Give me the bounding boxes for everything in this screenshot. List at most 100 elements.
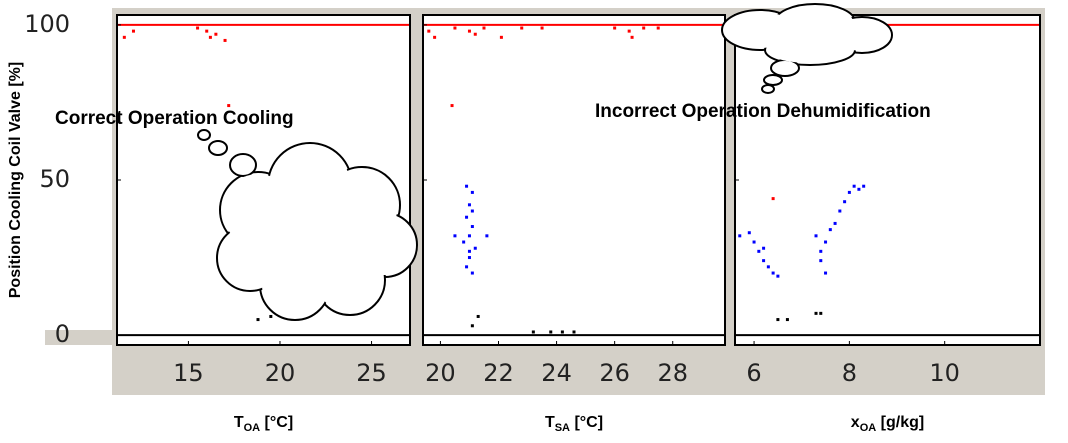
- y-tick-label: 100: [24, 10, 70, 38]
- y-tick-label: 50: [39, 165, 70, 193]
- x-axis-label-main: T: [545, 414, 555, 431]
- point: [132, 30, 135, 33]
- point: [257, 318, 260, 321]
- point: [468, 203, 471, 206]
- point: [532, 330, 535, 333]
- figure: 050100152025TOA [°C]Position Cooling Coi…: [0, 0, 1068, 443]
- point: [628, 30, 631, 33]
- point: [474, 247, 477, 250]
- point: [549, 330, 552, 333]
- point: [631, 36, 634, 39]
- point: [477, 315, 480, 318]
- point: [819, 259, 822, 262]
- point: [753, 241, 756, 244]
- point: [205, 30, 208, 33]
- point: [776, 318, 779, 321]
- point: [196, 27, 199, 30]
- x-tick-label: 25: [356, 359, 387, 387]
- point: [485, 234, 488, 237]
- point: [451, 104, 454, 107]
- point: [819, 250, 822, 253]
- point: [471, 191, 474, 194]
- point: [471, 324, 474, 327]
- annotation: Correct Operation Cooling: [55, 108, 294, 129]
- point: [214, 33, 217, 36]
- point: [786, 318, 789, 321]
- point: [829, 228, 832, 231]
- x-axis-label: TOA [°C]: [234, 414, 293, 434]
- point: [468, 256, 471, 259]
- point: [738, 234, 741, 237]
- point: [474, 33, 477, 36]
- point: [757, 250, 760, 253]
- x-tick-label: 22: [483, 359, 514, 387]
- x-axis-label: xOA [g/kg]: [851, 414, 924, 434]
- point: [520, 27, 523, 30]
- x-tick-label: 10: [929, 359, 960, 387]
- point: [762, 259, 765, 262]
- x-tick-label: 20: [425, 359, 456, 387]
- x-tick-label: 28: [657, 359, 688, 387]
- point: [209, 36, 212, 39]
- point: [500, 36, 503, 39]
- point: [453, 234, 456, 237]
- point: [824, 241, 827, 244]
- x-tick-label: 20: [265, 359, 296, 387]
- point: [465, 185, 468, 188]
- point: [427, 30, 430, 33]
- point: [834, 222, 837, 225]
- x-axis-label-main: T: [234, 414, 244, 431]
- x-axis-label-sub: OA: [244, 422, 261, 434]
- point: [657, 27, 660, 30]
- x-tick-label: 24: [541, 359, 572, 387]
- point: [613, 27, 616, 30]
- point: [561, 330, 564, 333]
- page: 050100152025TOA [°C]Position Cooling Coi…: [0, 0, 1068, 443]
- plot-area: [423, 15, 725, 345]
- point: [471, 210, 474, 213]
- x-axis-label-sub: SA: [555, 422, 570, 434]
- point: [224, 39, 227, 42]
- point: [815, 234, 818, 237]
- x-axis-label-unit: [°C]: [570, 414, 603, 431]
- point: [824, 272, 827, 275]
- x-axis-label-unit: [g/kg]: [876, 414, 924, 431]
- point: [772, 197, 775, 200]
- point: [862, 185, 865, 188]
- point: [227, 104, 230, 107]
- point: [838, 210, 841, 213]
- point: [815, 312, 818, 315]
- x-axis-label-unit: [°C]: [260, 414, 293, 431]
- point: [482, 27, 485, 30]
- point: [762, 247, 765, 250]
- point: [269, 315, 272, 318]
- point: [465, 216, 468, 219]
- point: [541, 27, 544, 30]
- point: [573, 330, 576, 333]
- point: [471, 272, 474, 275]
- point: [465, 265, 468, 268]
- y-axis-label: Position Cooling Coil Valve [%]: [7, 62, 24, 298]
- y-tick-label: 0: [55, 320, 70, 348]
- point: [123, 36, 126, 39]
- point: [843, 200, 846, 203]
- point: [819, 312, 822, 315]
- point: [853, 185, 856, 188]
- point: [748, 231, 751, 234]
- point: [767, 265, 770, 268]
- x-tick-label: 26: [599, 359, 630, 387]
- point: [468, 250, 471, 253]
- point: [776, 275, 779, 278]
- x-axis-label-sub: OA: [860, 422, 877, 434]
- point: [453, 27, 456, 30]
- x-axis-label-main: x: [851, 414, 860, 431]
- x-axis-label: TSA [°C]: [545, 414, 603, 434]
- point: [857, 188, 860, 191]
- x-tick-label: 15: [173, 359, 204, 387]
- x-tick-label: 8: [842, 359, 857, 387]
- point: [468, 234, 471, 237]
- point: [468, 30, 471, 33]
- point: [642, 27, 645, 30]
- x-tick-label: 6: [746, 359, 761, 387]
- point: [433, 36, 436, 39]
